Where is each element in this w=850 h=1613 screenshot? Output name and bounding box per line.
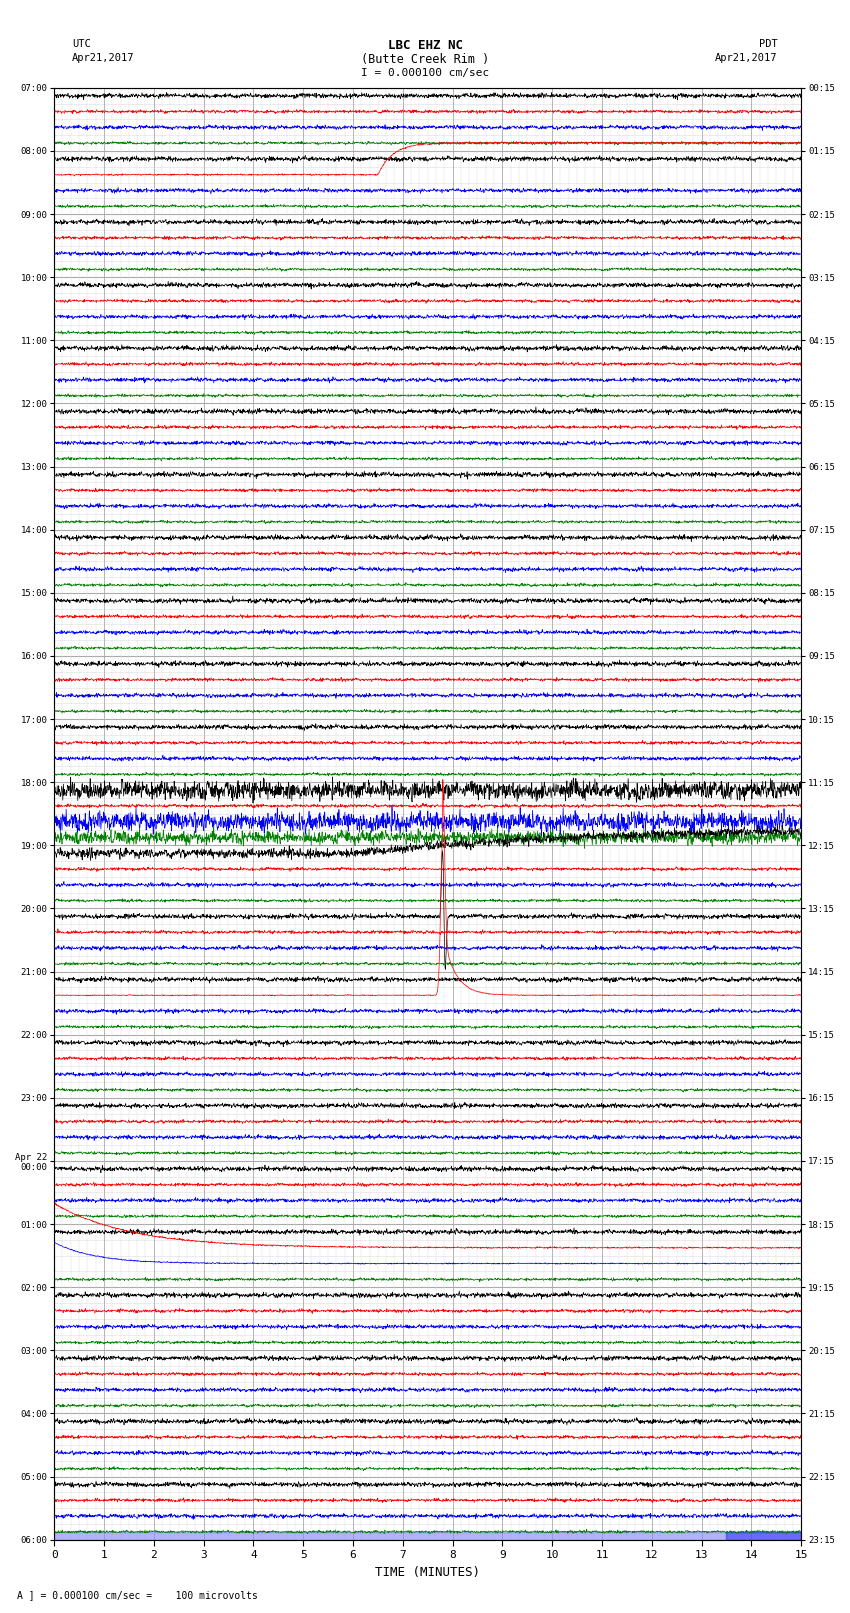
Text: (Butte Creek Rim ): (Butte Creek Rim ) [361,53,489,66]
Text: I = 0.000100 cm/sec: I = 0.000100 cm/sec [361,68,489,77]
Text: LBC EHZ NC: LBC EHZ NC [388,39,462,52]
Text: UTC: UTC [72,39,91,48]
Text: A ] = 0.000100 cm/sec =    100 microvolts: A ] = 0.000100 cm/sec = 100 microvolts [17,1590,258,1600]
Text: Apr21,2017: Apr21,2017 [715,53,778,63]
X-axis label: TIME (MINUTES): TIME (MINUTES) [375,1566,480,1579]
Text: PDT: PDT [759,39,778,48]
Text: Apr21,2017: Apr21,2017 [72,53,135,63]
